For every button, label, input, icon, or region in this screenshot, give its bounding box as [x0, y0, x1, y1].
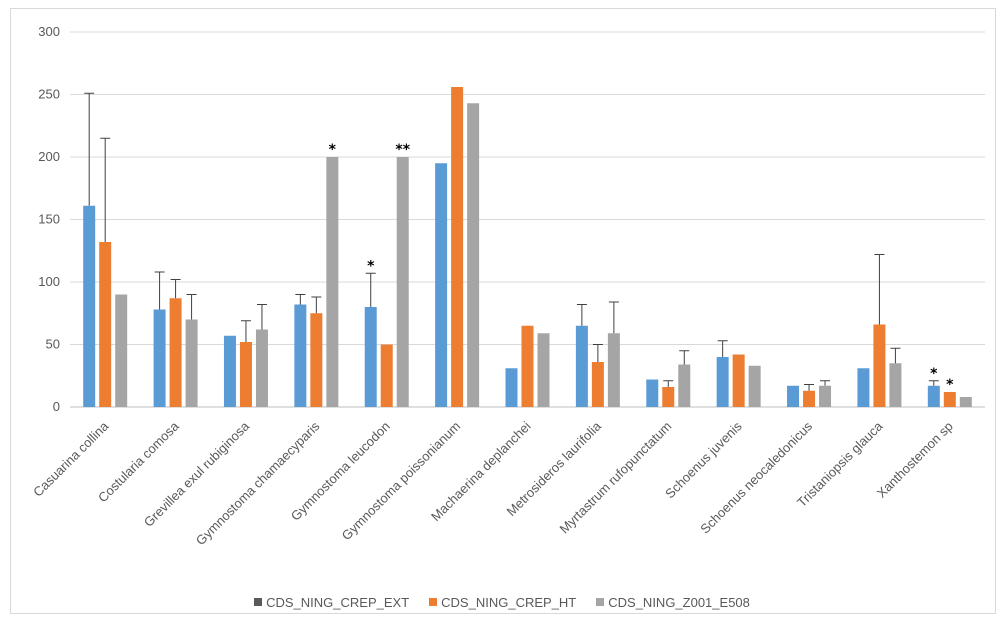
- bar-CDS_NING_CREP_EXT-8: [646, 379, 659, 407]
- legend-item: CDS_NING_Z001_E508: [596, 595, 750, 610]
- bar-CDS_NING_CREP_HT-11: [873, 324, 886, 407]
- bar-CDS_NING_CREP_HT-10: [803, 390, 816, 407]
- y-tick-label: 150: [38, 212, 60, 227]
- bar-CDS_NING_CREP_EXT-0: [83, 205, 96, 407]
- bar-CDS_NING_Z001_E508-9: [748, 365, 761, 407]
- bar-CDS_NING_Z001_E508-1: [185, 319, 198, 407]
- x-tick-label: Gymnostoma poissonianum: [339, 419, 464, 544]
- legend-label: CDS_NING_CREP_HT: [441, 594, 577, 610]
- significance-marker: *: [367, 258, 375, 274]
- x-tick-label: Schoenus juvenis: [662, 418, 745, 501]
- bar-CDS_NING_CREP_HT-8: [662, 387, 675, 407]
- bar-CDS_NING_CREP_HT-9: [732, 354, 745, 407]
- bar-CDS_NING_CREP_EXT-2: [223, 335, 236, 407]
- bar-CDS_NING_Z001_E508-0: [115, 294, 128, 407]
- bar-CDS_NING_CREP_EXT-11: [857, 368, 870, 407]
- legend: CDS_NING_CREP_EXT CDS_NING_CREP_HT CDS_NIN…: [0, 594, 1004, 610]
- bar-CDS_NING_CREP_HT-0: [99, 242, 112, 407]
- significance-marker: **: [395, 142, 410, 158]
- bar-CDS_NING_Z001_E508-3: [326, 157, 339, 407]
- significance-marker: *: [329, 142, 337, 158]
- legend-swatch: [429, 598, 438, 606]
- bar-CDS_NING_CREP_EXT-4: [364, 307, 377, 407]
- bar-CDS_NING_Z001_E508-6: [537, 333, 550, 407]
- bar-CDS_NING_CREP_EXT-6: [505, 368, 518, 407]
- bar-CDS_NING_Z001_E508-8: [678, 364, 691, 407]
- bar-CDS_NING_CREP_EXT-9: [716, 357, 729, 407]
- y-tick-label: 100: [38, 274, 60, 289]
- y-tick-label: 300: [38, 24, 60, 39]
- bar-CDS_NING_CREP_EXT-1: [153, 309, 166, 407]
- bar-CDS_NING_CREP_HT-5: [451, 87, 464, 407]
- legend-swatch: [596, 598, 605, 606]
- bar-CDS_NING_CREP_EXT-10: [787, 385, 800, 407]
- legend-item: CDS_NING_CREP_EXT: [254, 595, 409, 610]
- legend-swatch: [254, 598, 263, 606]
- bar-CDS_NING_CREP_HT-3: [310, 313, 323, 407]
- bar-CDS_NING_CREP_HT-7: [591, 362, 604, 407]
- bar-CDS_NING_CREP_HT-12: [943, 392, 956, 407]
- x-tick-label: Casuarina collina: [30, 418, 112, 500]
- x-tick-label: Xanthostemon sp: [874, 419, 956, 501]
- bar-CDS_NING_Z001_E508-12: [959, 397, 972, 407]
- significance-marker: *: [946, 377, 954, 393]
- x-tick-label: Myrtastrum rufopunctatum: [557, 419, 675, 537]
- significance-marker: *: [930, 366, 938, 382]
- bar-CDS_NING_CREP_EXT-5: [435, 163, 448, 407]
- legend-label: CDS_NING_Z001_E508: [608, 594, 750, 610]
- bar-CDS_NING_CREP_HT-1: [169, 298, 182, 407]
- y-tick-label: 0: [53, 399, 60, 414]
- bar-CDS_NING_CREP_EXT-12: [927, 385, 940, 407]
- y-tick-label: 50: [46, 337, 60, 352]
- bar-CDS_NING_CREP_HT-4: [380, 344, 393, 407]
- bar-CDS_NING_Z001_E508-7: [607, 333, 620, 407]
- bar-CDS_NING_CREP_HT-6: [521, 325, 534, 407]
- y-tick-label: 250: [38, 87, 60, 102]
- y-tick-label: 200: [38, 149, 60, 164]
- bar-CDS_NING_Z001_E508-10: [819, 385, 832, 407]
- legend-item: CDS_NING_CREP_HT: [429, 595, 576, 610]
- bar-CDS_NING_CREP_HT-2: [239, 342, 252, 407]
- bar-CDS_NING_Z001_E508-5: [467, 103, 480, 407]
- bar-CDS_NING_CREP_EXT-3: [294, 304, 307, 407]
- bar-CDS_NING_Z001_E508-11: [889, 363, 902, 407]
- bar-CDS_NING_CREP_EXT-7: [575, 325, 588, 407]
- bar-CDS_NING_Z001_E508-2: [255, 329, 268, 407]
- x-tick-label: Gymnostoma chamaecyparis: [193, 418, 323, 548]
- x-tick-label: Schoenus neocaledonicus: [697, 418, 815, 536]
- legend-label: CDS_NING_CREP_EXT: [266, 594, 410, 610]
- bar-CDS_NING_Z001_E508-4: [396, 157, 409, 407]
